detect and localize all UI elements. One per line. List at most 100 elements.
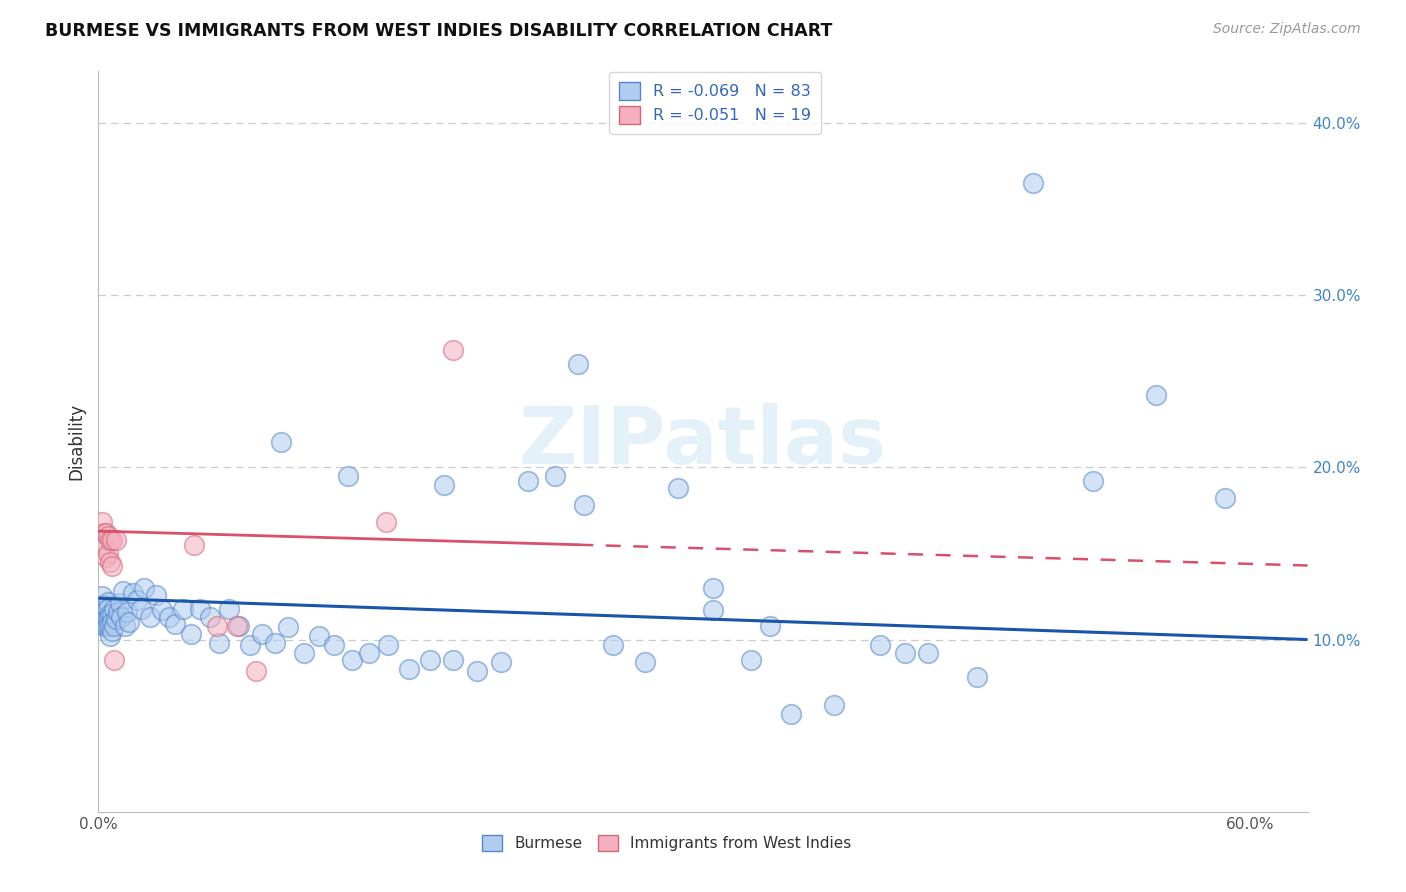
Point <box>602 638 624 652</box>
Point <box>443 343 465 358</box>
Point <box>465 664 488 678</box>
Point <box>270 434 292 449</box>
Text: Source: ZipAtlas.com: Source: ZipAtlas.com <box>1213 22 1361 37</box>
Point <box>780 706 803 721</box>
Text: ZIPatlas: ZIPatlas <box>519 402 887 481</box>
Point <box>101 533 124 547</box>
Point <box>97 546 120 560</box>
Point <box>108 596 131 610</box>
Point <box>103 653 125 667</box>
Point <box>98 619 121 633</box>
Point <box>150 603 173 617</box>
Point <box>104 533 127 547</box>
Point <box>544 469 567 483</box>
Point <box>702 603 724 617</box>
Point <box>740 653 762 667</box>
Point <box>323 638 346 652</box>
Point <box>702 581 724 595</box>
Point <box>104 612 127 626</box>
Point <box>567 357 589 371</box>
Point <box>208 636 231 650</box>
Point <box>101 607 124 621</box>
Point <box>1213 491 1236 506</box>
Point <box>97 612 120 626</box>
Point <box>264 636 287 650</box>
Point <box>250 627 273 641</box>
Point <box>134 581 156 595</box>
Point <box>165 617 187 632</box>
Point <box>93 615 115 630</box>
Point <box>917 646 939 660</box>
Text: BURMESE VS IMMIGRANTS FROM WEST INDIES DISABILITY CORRELATION CHART: BURMESE VS IMMIGRANTS FROM WEST INDIES D… <box>45 22 832 40</box>
Point <box>239 638 262 652</box>
Point <box>491 655 513 669</box>
Point <box>94 601 117 615</box>
Point <box>245 664 267 678</box>
Point <box>357 646 380 660</box>
Point <box>94 549 117 564</box>
Point <box>292 646 315 660</box>
Point <box>98 629 121 643</box>
Point <box>94 619 117 633</box>
Point <box>666 481 689 495</box>
Point <box>91 516 114 530</box>
Point <box>183 538 205 552</box>
Point <box>277 620 299 634</box>
Point <box>340 653 363 667</box>
Point <box>97 601 120 615</box>
Point <box>443 653 465 667</box>
Point <box>1022 176 1045 190</box>
Point <box>375 516 398 530</box>
Point <box>517 474 540 488</box>
Point <box>218 601 240 615</box>
Point <box>966 670 988 684</box>
Point <box>893 646 915 660</box>
Point <box>122 586 145 600</box>
Point <box>188 601 211 615</box>
Point <box>114 619 136 633</box>
Point <box>336 469 359 483</box>
Point <box>159 610 181 624</box>
Point <box>1081 474 1104 488</box>
Point <box>98 607 121 621</box>
Point <box>93 598 115 612</box>
Point <box>129 601 152 615</box>
Point <box>91 590 114 604</box>
Point <box>101 615 124 630</box>
Point <box>377 638 399 652</box>
Point <box>101 558 124 573</box>
Point <box>145 588 167 602</box>
Point <box>225 619 247 633</box>
Point <box>308 629 330 643</box>
Point <box>101 624 124 638</box>
Legend: Burmese, Immigrants from West Indies: Burmese, Immigrants from West Indies <box>477 830 858 857</box>
Point <box>93 538 115 552</box>
Point <box>398 662 420 676</box>
Point <box>103 601 125 615</box>
Point <box>125 593 148 607</box>
Point <box>1144 388 1167 402</box>
Point <box>634 655 657 669</box>
Point <box>98 555 121 569</box>
Point <box>228 619 250 633</box>
Point <box>91 607 114 621</box>
Y-axis label: Disability: Disability <box>67 403 86 480</box>
Point <box>823 698 845 712</box>
Point <box>98 533 121 547</box>
Point <box>103 619 125 633</box>
Point <box>93 525 115 540</box>
Point <box>107 605 129 619</box>
Point <box>115 605 138 619</box>
Point <box>572 498 595 512</box>
Point <box>97 529 120 543</box>
Point <box>94 612 117 626</box>
Point <box>433 477 456 491</box>
Point <box>759 619 782 633</box>
Point <box>97 619 120 633</box>
Point <box>207 619 229 633</box>
Point <box>869 638 891 652</box>
Point <box>93 619 115 633</box>
Point <box>97 595 120 609</box>
Point <box>180 627 202 641</box>
Point <box>112 584 135 599</box>
